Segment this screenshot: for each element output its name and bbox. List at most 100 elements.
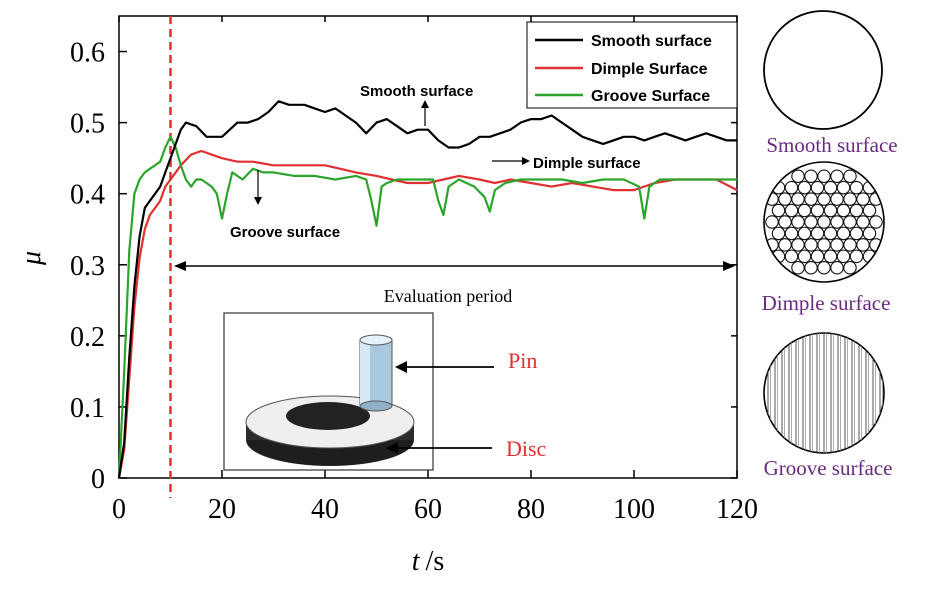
dimple-mark <box>810 180 825 195</box>
dimple-mark <box>771 203 786 218</box>
dimple-mark <box>817 215 831 229</box>
dimple-mark <box>817 238 831 252</box>
dimple-mark <box>784 180 799 195</box>
dimple-mark <box>843 169 857 183</box>
annotation-dimple-surface: Dimple surface <box>533 155 641 172</box>
dimple-mark <box>823 203 838 218</box>
dimple-mark <box>804 192 818 206</box>
dimple-mark <box>849 226 864 241</box>
dimple-mark <box>797 226 812 241</box>
dimple-mark <box>810 249 825 264</box>
evaluation-period-arrow <box>174 261 735 271</box>
dimple-mark <box>836 180 851 195</box>
dimple-mark <box>856 215 870 229</box>
dimple-mark <box>830 192 844 206</box>
y-tick-label: 0.1 <box>70 393 105 424</box>
x-tick-label: 20 <box>208 494 236 525</box>
x-axis-label: t/s <box>412 546 444 577</box>
series-line-smooth-surface <box>117 100 737 479</box>
annotation-smooth-arrow <box>421 100 429 126</box>
x-axis-label-var: t <box>412 546 421 577</box>
dimple-mark <box>817 261 831 275</box>
y-tick-label: 0.4 <box>70 180 105 211</box>
y-tick-label: 0.6 <box>70 38 105 69</box>
dimple-mark <box>817 192 831 206</box>
disc-label: Disc <box>506 436 547 461</box>
dimple-mark <box>778 192 792 206</box>
dimple-mark <box>862 203 877 218</box>
dimple-mark <box>849 249 864 264</box>
dimple-mark <box>784 249 799 264</box>
dimple-surface-illustration <box>763 161 885 283</box>
dimple-mark <box>817 169 831 183</box>
legend-box <box>526 21 738 109</box>
pin-illustration <box>359 334 393 412</box>
y-tick-label: 0.5 <box>70 109 105 140</box>
x-tick-label: 60 <box>414 494 442 525</box>
dimple-mark <box>804 169 818 183</box>
dimple-mark <box>778 238 792 252</box>
dimple-mark <box>797 249 812 264</box>
y-axis-label: μ <box>16 251 47 266</box>
dimple-mark <box>849 180 864 195</box>
dimple-mark <box>843 238 857 252</box>
dimple-mark <box>836 249 851 264</box>
dimple-mark <box>804 261 818 275</box>
dimple-mark <box>791 261 805 275</box>
annotation-groove-surface: Groove surface <box>230 224 340 241</box>
dimple-mark <box>862 226 877 241</box>
y-tick-label: 0.2 <box>70 322 105 353</box>
x-tick-label: 100 <box>613 494 655 525</box>
dimple-mark <box>849 203 864 218</box>
y-tick-label: 0.3 <box>70 251 105 282</box>
dimple-mark <box>771 226 786 241</box>
dimple-mark <box>804 215 818 229</box>
x-tick-label: 80 <box>517 494 545 525</box>
series-line-groove-surface <box>117 135 737 479</box>
dimple-mark <box>856 192 870 206</box>
legend-label-smooth: Smooth surface <box>591 33 712 50</box>
x-tick-label: 40 <box>311 494 339 525</box>
series-layer <box>117 100 738 479</box>
dimple-mark <box>836 203 851 218</box>
dimple-mark <box>797 180 812 195</box>
legend: Smooth surface Dimple Surface Groove Sur… <box>526 21 738 109</box>
y-axis-ticks: 0 0.1 0.2 0.3 0.4 0.5 0.6 <box>70 38 737 495</box>
dimple-mark <box>830 215 844 229</box>
dimple-mark <box>804 238 818 252</box>
groove-surface-label: Groove surface <box>764 456 893 480</box>
dimple-mark <box>791 192 805 206</box>
pin-label: Pin <box>508 348 537 373</box>
x-axis-ticks: 0 20 40 60 80 100 120 <box>112 16 758 525</box>
disc-arrow <box>386 442 492 454</box>
series-line-dimple-surface <box>117 149 738 479</box>
groove-surface-illustration <box>763 332 885 454</box>
dimple-mark <box>843 261 857 275</box>
dimple-mark <box>791 169 805 183</box>
dimple-mark <box>791 238 805 252</box>
legend-label-dimple: Dimple Surface <box>591 61 708 78</box>
dimple-mark <box>830 238 844 252</box>
dimple-mark <box>836 226 851 241</box>
smooth-surface-illustration <box>763 10 883 130</box>
dimple-mark <box>843 215 857 229</box>
dimple-mark <box>823 180 838 195</box>
dimple-mark <box>830 169 844 183</box>
y-tick-label: 0 <box>91 464 105 495</box>
dimple-surface-label: Dimple surface <box>762 291 891 315</box>
legend-label-groove: Groove Surface <box>591 88 710 105</box>
dimple-mark <box>856 238 870 252</box>
pin-on-disc-inset <box>223 312 434 471</box>
x-tick-label: 120 <box>716 494 758 525</box>
dimple-mark <box>843 192 857 206</box>
annotation-groove-arrow <box>254 170 262 205</box>
dimple-mark <box>784 226 799 241</box>
smooth-surface-label: Smooth surface <box>766 133 897 157</box>
pin-arrow <box>395 361 494 373</box>
annotation-smooth-surface: Smooth surface <box>360 83 473 100</box>
dimple-mark <box>810 226 825 241</box>
dimple-mark <box>778 215 792 229</box>
dimple-mark <box>765 215 779 229</box>
dimple-mark <box>810 203 825 218</box>
